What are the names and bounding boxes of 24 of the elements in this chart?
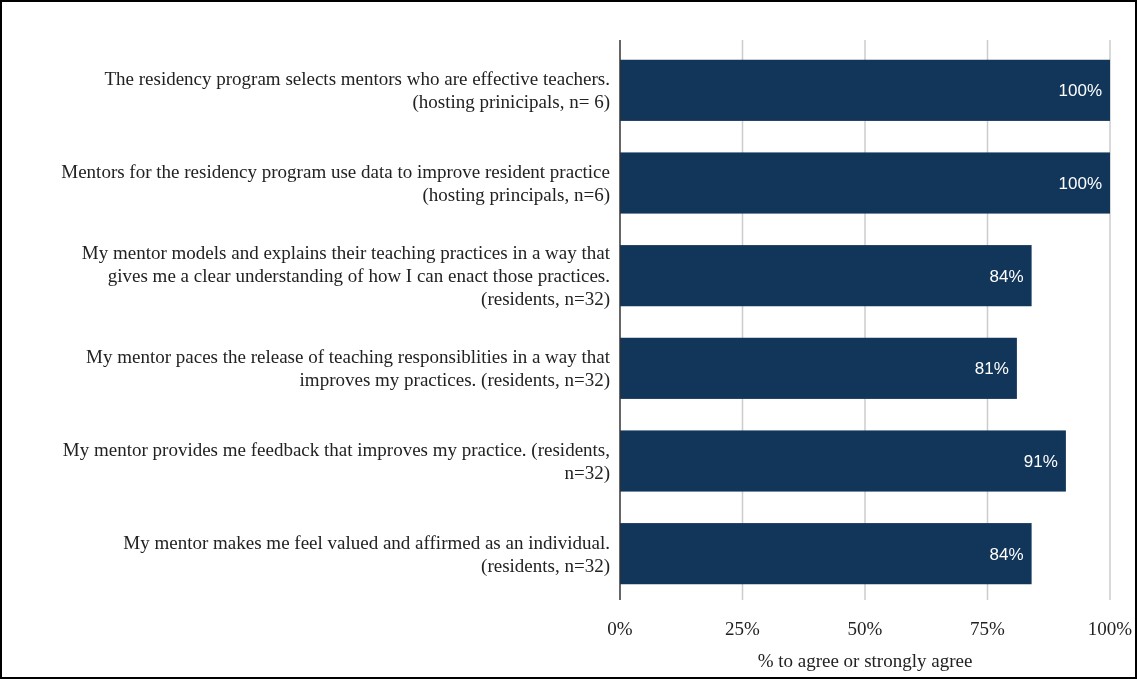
x-tick-label: 50% [847,617,883,639]
x-tick-label: 75% [970,617,1006,639]
x-tick-label: 25% [725,617,761,639]
y-tick-label: My mentor provides me feedback that improves my practice. (residents, n=32) [62,439,610,485]
data-label: 84% [989,266,1024,286]
data-label: 91% [1023,451,1058,471]
x-tick-label: 100% [1087,617,1133,639]
bar [620,245,1032,307]
y-tick-label: The residency program selects mentors who are effective teachers. (hosting prinicipals, n= 6) [104,68,610,114]
data-label: 81% [974,359,1009,379]
x-tick-label: 0% [607,617,633,639]
y-tick-label: My mentor paces the release of teaching responsiblities in a way that improves my practices. (residents, n=32) [86,346,611,392]
y-tick-label: My mentor models and explains their teaching practices in a way that gives me a clear understanding of how I can enact those practices. (residents, n=32) [81,242,611,311]
data-label: 100% [1058,173,1102,193]
data-label: 84% [989,544,1024,564]
bar [620,337,1017,399]
bar [620,523,1032,585]
bar [620,430,1066,492]
data-label: 100% [1058,81,1102,101]
bar [620,59,1110,121]
y-tick-label: Mentors for the residency program use data to improve resident practice (hosting principals, n=6) [61,161,610,207]
x-axis-title: % to agree or strongly agree [757,649,973,671]
bar [620,152,1110,214]
y-tick-label: My mentor makes me feel valued and affirmed as an individual. (residents, n=32) [123,531,610,577]
